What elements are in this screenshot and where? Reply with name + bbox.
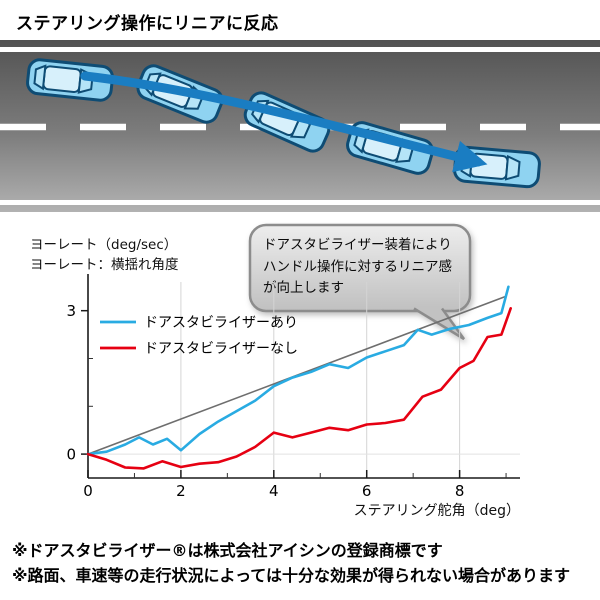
page-title: ステアリング操作にリニアに反応 [16,14,279,34]
legend-label: ドアスタビライザーなし [144,341,298,357]
x-axis-title: ステアリング舵角（deg） [353,503,520,519]
callout-bubble-body [248,223,472,313]
callout-text: ドアスタビライザー装着により ハンドル操作に対するリニア感 が向上します [263,235,465,300]
callout-bubble-tail [413,307,466,341]
x-tick-label: 0 [83,482,93,500]
road-svg [0,47,600,205]
series-line-1 [86,285,510,456]
footnote-trademark: ※ドアスタビライザー®は株式会社アイシンの登録商標です [12,541,443,560]
legend-label: ドアスタビライザーあり [144,315,298,331]
road-line-top [0,47,600,52]
x-tick-label: 8 [455,482,465,500]
y-axis-subtitle: ヨーレート：横揺れ角度 [30,257,179,273]
callout-bubble [248,223,472,341]
x-tick-label: 4 [269,482,279,500]
x-tick-label: 6 [362,482,372,500]
callout-line: ハンドル操作に対するリニア感 [263,258,452,275]
road-banner [0,40,600,212]
y-tick-label: 3 [66,302,76,320]
car-icon [452,144,542,190]
series-line-2 [86,306,513,470]
x-tick-label: 2 [176,482,186,500]
lane-change-arrow-icon [80,71,488,173]
y-tick-label: 0 [66,446,76,464]
road-line-bottom [0,200,600,205]
y-axis-title: ヨーレート（deg/sec） [30,237,178,253]
callout-line: ドアスタビライザー装着により [263,237,452,253]
footnote-disclaimer: ※路面、車速等の走行状況によっては十分な効果が得られない場合があります [12,566,570,585]
callout-line: が向上します [263,280,344,297]
